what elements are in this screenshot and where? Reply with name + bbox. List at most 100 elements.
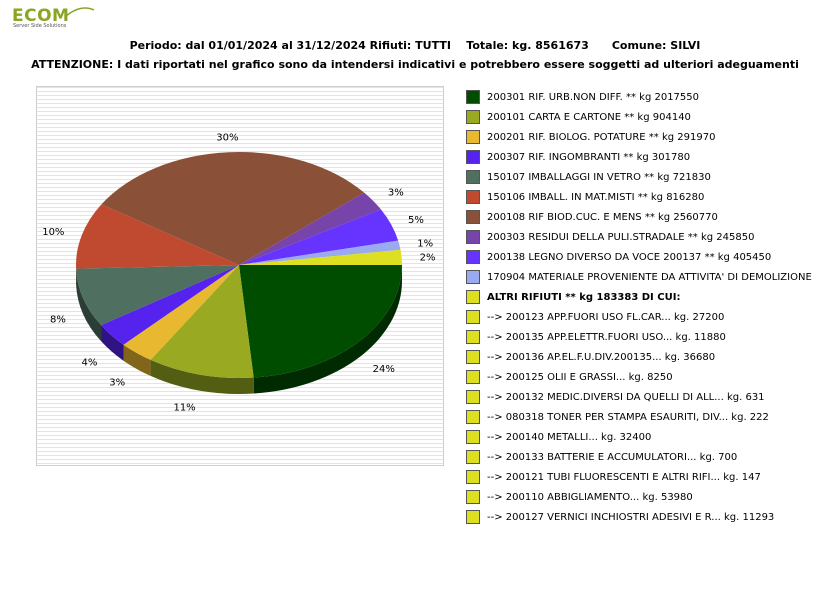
legend-item-8: 200138 LEGNO DIVERSO DA VOCE 200137 ** k…: [466, 249, 830, 267]
legend-label: 200101 CARTA E CARTONE ** kg 904140: [487, 112, 691, 123]
pie-pct-label-9: 1%: [417, 238, 433, 249]
pie-wall-4: [76, 268, 102, 342]
logo-brand: ECOM: [12, 6, 70, 26]
pie-wall-0: [253, 265, 402, 394]
legend-label: --> 200140 METALLI... kg. 32400: [487, 432, 652, 443]
pie-slice-7: [239, 192, 381, 265]
pie-slice-4: [76, 265, 239, 326]
legend-label: --> 200133 BATTERIE E ACCUMULATORI... kg…: [487, 452, 738, 463]
legend-swatch: [466, 490, 480, 504]
pie-pct-label-2: 3%: [109, 377, 125, 388]
pie-chart-area: 24% 11% 3% 4% 8% 10% 30% 3% 5% 1% 2%: [36, 86, 444, 466]
legend-label: 150106 IMBALL. IN MAT.MISTI ** kg 816280: [487, 192, 705, 203]
total-label: Totale: kg. 8561673: [466, 39, 589, 52]
legend-swatch: [466, 270, 480, 284]
legend-label: 170904 MATERIALE PROVENIENTE DA ATTIVITA…: [487, 272, 812, 283]
legend-label: 200301 RIF. URB.NON DIFF. ** kg 2017550: [487, 92, 700, 103]
legend-label: --> 080318 TONER PER STAMPA ESAURITI, DI…: [487, 412, 769, 423]
legend-swatch: [466, 230, 480, 244]
comune-label: Comune: SILVI: [611, 39, 701, 52]
legend-swatch: [466, 350, 480, 364]
legend-label: --> 200110 ABBIGLIAMENTO... kg. 53980: [487, 492, 693, 503]
legend-label: --> 200123 APP.FUORI USO FL.CAR... kg. 2…: [487, 312, 725, 323]
pie-side-walls: [76, 265, 402, 394]
legend-subitem-8: --> 200121 TUBI FLUORESCENTI E ALTRI RIF…: [466, 469, 830, 487]
legend-item-4: 150107 IMBALLAGGI IN VETRO ** kg 721830: [466, 169, 830, 187]
legend-label: 200108 RIF BIOD.CUC. E MENS ** kg 256077…: [487, 212, 718, 223]
pie-pct-label-6: 30%: [216, 132, 238, 143]
pie-pct-label-7: 3%: [388, 188, 404, 199]
legend-label: 200307 RIF. INGOMBRANTI ** kg 301780: [487, 152, 691, 163]
legend-subitem-3: --> 200125 OLII E GRASSI... kg. 8250: [466, 369, 830, 387]
pie-pct-label-8: 5%: [408, 215, 424, 226]
pie-wall-3: [101, 325, 124, 361]
legend-label: 200201 RIF. BIOLOG. POTATURE ** kg 29197…: [487, 132, 716, 143]
legend-label: ALTRI RIFIUTI ** kg 183383 DI CUI:: [487, 292, 681, 303]
legend-item-9: 170904 MATERIALE PROVENIENTE DA ATTIVITA…: [466, 269, 830, 287]
legend-swatch: [466, 390, 480, 404]
ecom-logo: ECOM Server Side Solutions: [12, 6, 102, 30]
legend-subitem-6: --> 200140 METALLI... kg. 32400: [466, 429, 830, 447]
legend-swatch: [466, 430, 480, 444]
legend-subitem-0: --> 200123 APP.FUORI USO FL.CAR... kg. 2…: [466, 309, 830, 327]
pie-slice-0: [239, 265, 402, 378]
legend-swatch: [466, 510, 480, 524]
legend-swatch: [466, 250, 480, 264]
legend-subitem-1: --> 200135 APP.ELETTR.FUORI USO... kg. 1…: [466, 329, 830, 347]
legend-label: --> 200136 AP.EL.F.U.DIV.200135... kg. 3…: [487, 352, 716, 363]
legend-swatch: [466, 130, 480, 144]
legend-swatch: [466, 310, 480, 324]
legend-item-7: 200303 RESIDUI DELLA PULI.STRADALE ** kg…: [466, 229, 830, 247]
legend-item-3: 200307 RIF. INGOMBRANTI ** kg 301780: [466, 149, 830, 167]
pie-pct-label-4: 8%: [50, 315, 66, 326]
pie-slice-5: [76, 204, 239, 269]
rifiuti-label: Rifiuti: TUTTI: [369, 39, 451, 52]
legend-subitem-10: --> 200127 VERNICI INCHIOSTRI ADESIVI E …: [466, 509, 830, 527]
period-label: Periodo: dal 01/01/2024 al 31/12/2024: [129, 39, 366, 52]
pie-pct-label-3: 4%: [82, 357, 98, 368]
pie-pct-label-5: 10%: [42, 227, 64, 238]
legend-label: --> 200135 APP.ELETTR.FUORI USO... kg. 1…: [487, 332, 726, 343]
legend-swatch: [466, 190, 480, 204]
report-header: Periodo: dal 01/01/2024 al 31/12/2024 Ri…: [0, 39, 830, 52]
pie-slice-1: [150, 265, 254, 379]
pie-slice-9: [239, 240, 401, 265]
legend-item-2: 200201 RIF. BIOLOG. POTATURE ** kg 29197…: [466, 129, 830, 147]
legend-swatch: [466, 290, 480, 304]
legend-label: --> 200121 TUBI FLUORESCENTI E ALTRI RIF…: [487, 472, 761, 483]
legend-swatch: [466, 470, 480, 484]
legend-subitem-9: --> 200110 ABBIGLIAMENTO... kg. 53980: [466, 489, 830, 507]
pie-pct-label-10: 2%: [420, 252, 436, 263]
legend-swatch: [466, 210, 480, 224]
logo-tagline: Server Side Solutions: [13, 23, 67, 29]
legend-subitem-7: --> 200133 BATTERIE E ACCUMULATORI... kg…: [466, 449, 830, 467]
pie-slice-6: [101, 152, 365, 265]
legend-label: --> 200132 MEDIC.DIVERSI DA QUELLI DI AL…: [487, 392, 765, 403]
pie-wall-2: [123, 344, 151, 376]
pie-pct-label-0: 24%: [373, 364, 395, 375]
pie-slice-3: [101, 265, 240, 345]
legend-subitem-2: --> 200136 AP.EL.F.U.DIV.200135... kg. 3…: [466, 349, 830, 367]
legend-swatch: [466, 170, 480, 184]
legend-item-1: 200101 CARTA E CARTONE ** kg 904140: [466, 109, 830, 127]
legend-label: 150107 IMBALLAGGI IN VETRO ** kg 721830: [487, 172, 711, 183]
pie-slice-2: [123, 265, 239, 360]
pie-chart: 24% 11% 3% 4% 8% 10% 30% 3% 5% 1% 2%: [42, 132, 436, 413]
legend-swatch: [466, 150, 480, 164]
warning-text: ATTENZIONE: I dati riportati nel grafico…: [31, 58, 799, 71]
pie-wall-1: [150, 359, 254, 394]
legend-item-0: 200301 RIF. URB.NON DIFF. ** kg 2017550: [466, 89, 830, 107]
pie-slice-10: [239, 249, 402, 265]
legend-item-5: 150106 IMBALL. IN MAT.MISTI ** kg 816280: [466, 189, 830, 207]
legend-label: 200303 RESIDUI DELLA PULI.STRADALE ** kg…: [487, 232, 755, 243]
logo-swoosh-icon: [65, 7, 95, 17]
legend-swatch: [466, 370, 480, 384]
pie-slice-8: [239, 209, 399, 265]
legend-item-6: 200108 RIF BIOD.CUC. E MENS ** kg 256077…: [466, 209, 830, 227]
legend-swatch: [466, 450, 480, 464]
legend-label: --> 200125 OLII E GRASSI... kg. 8250: [487, 372, 673, 383]
legend-swatch: [466, 330, 480, 344]
legend-item-10: ALTRI RIFIUTI ** kg 183383 DI CUI:: [466, 289, 830, 307]
legend-swatch: [466, 110, 480, 124]
legend-label: --> 200127 VERNICI INCHIOSTRI ADESIVI E …: [487, 512, 775, 523]
